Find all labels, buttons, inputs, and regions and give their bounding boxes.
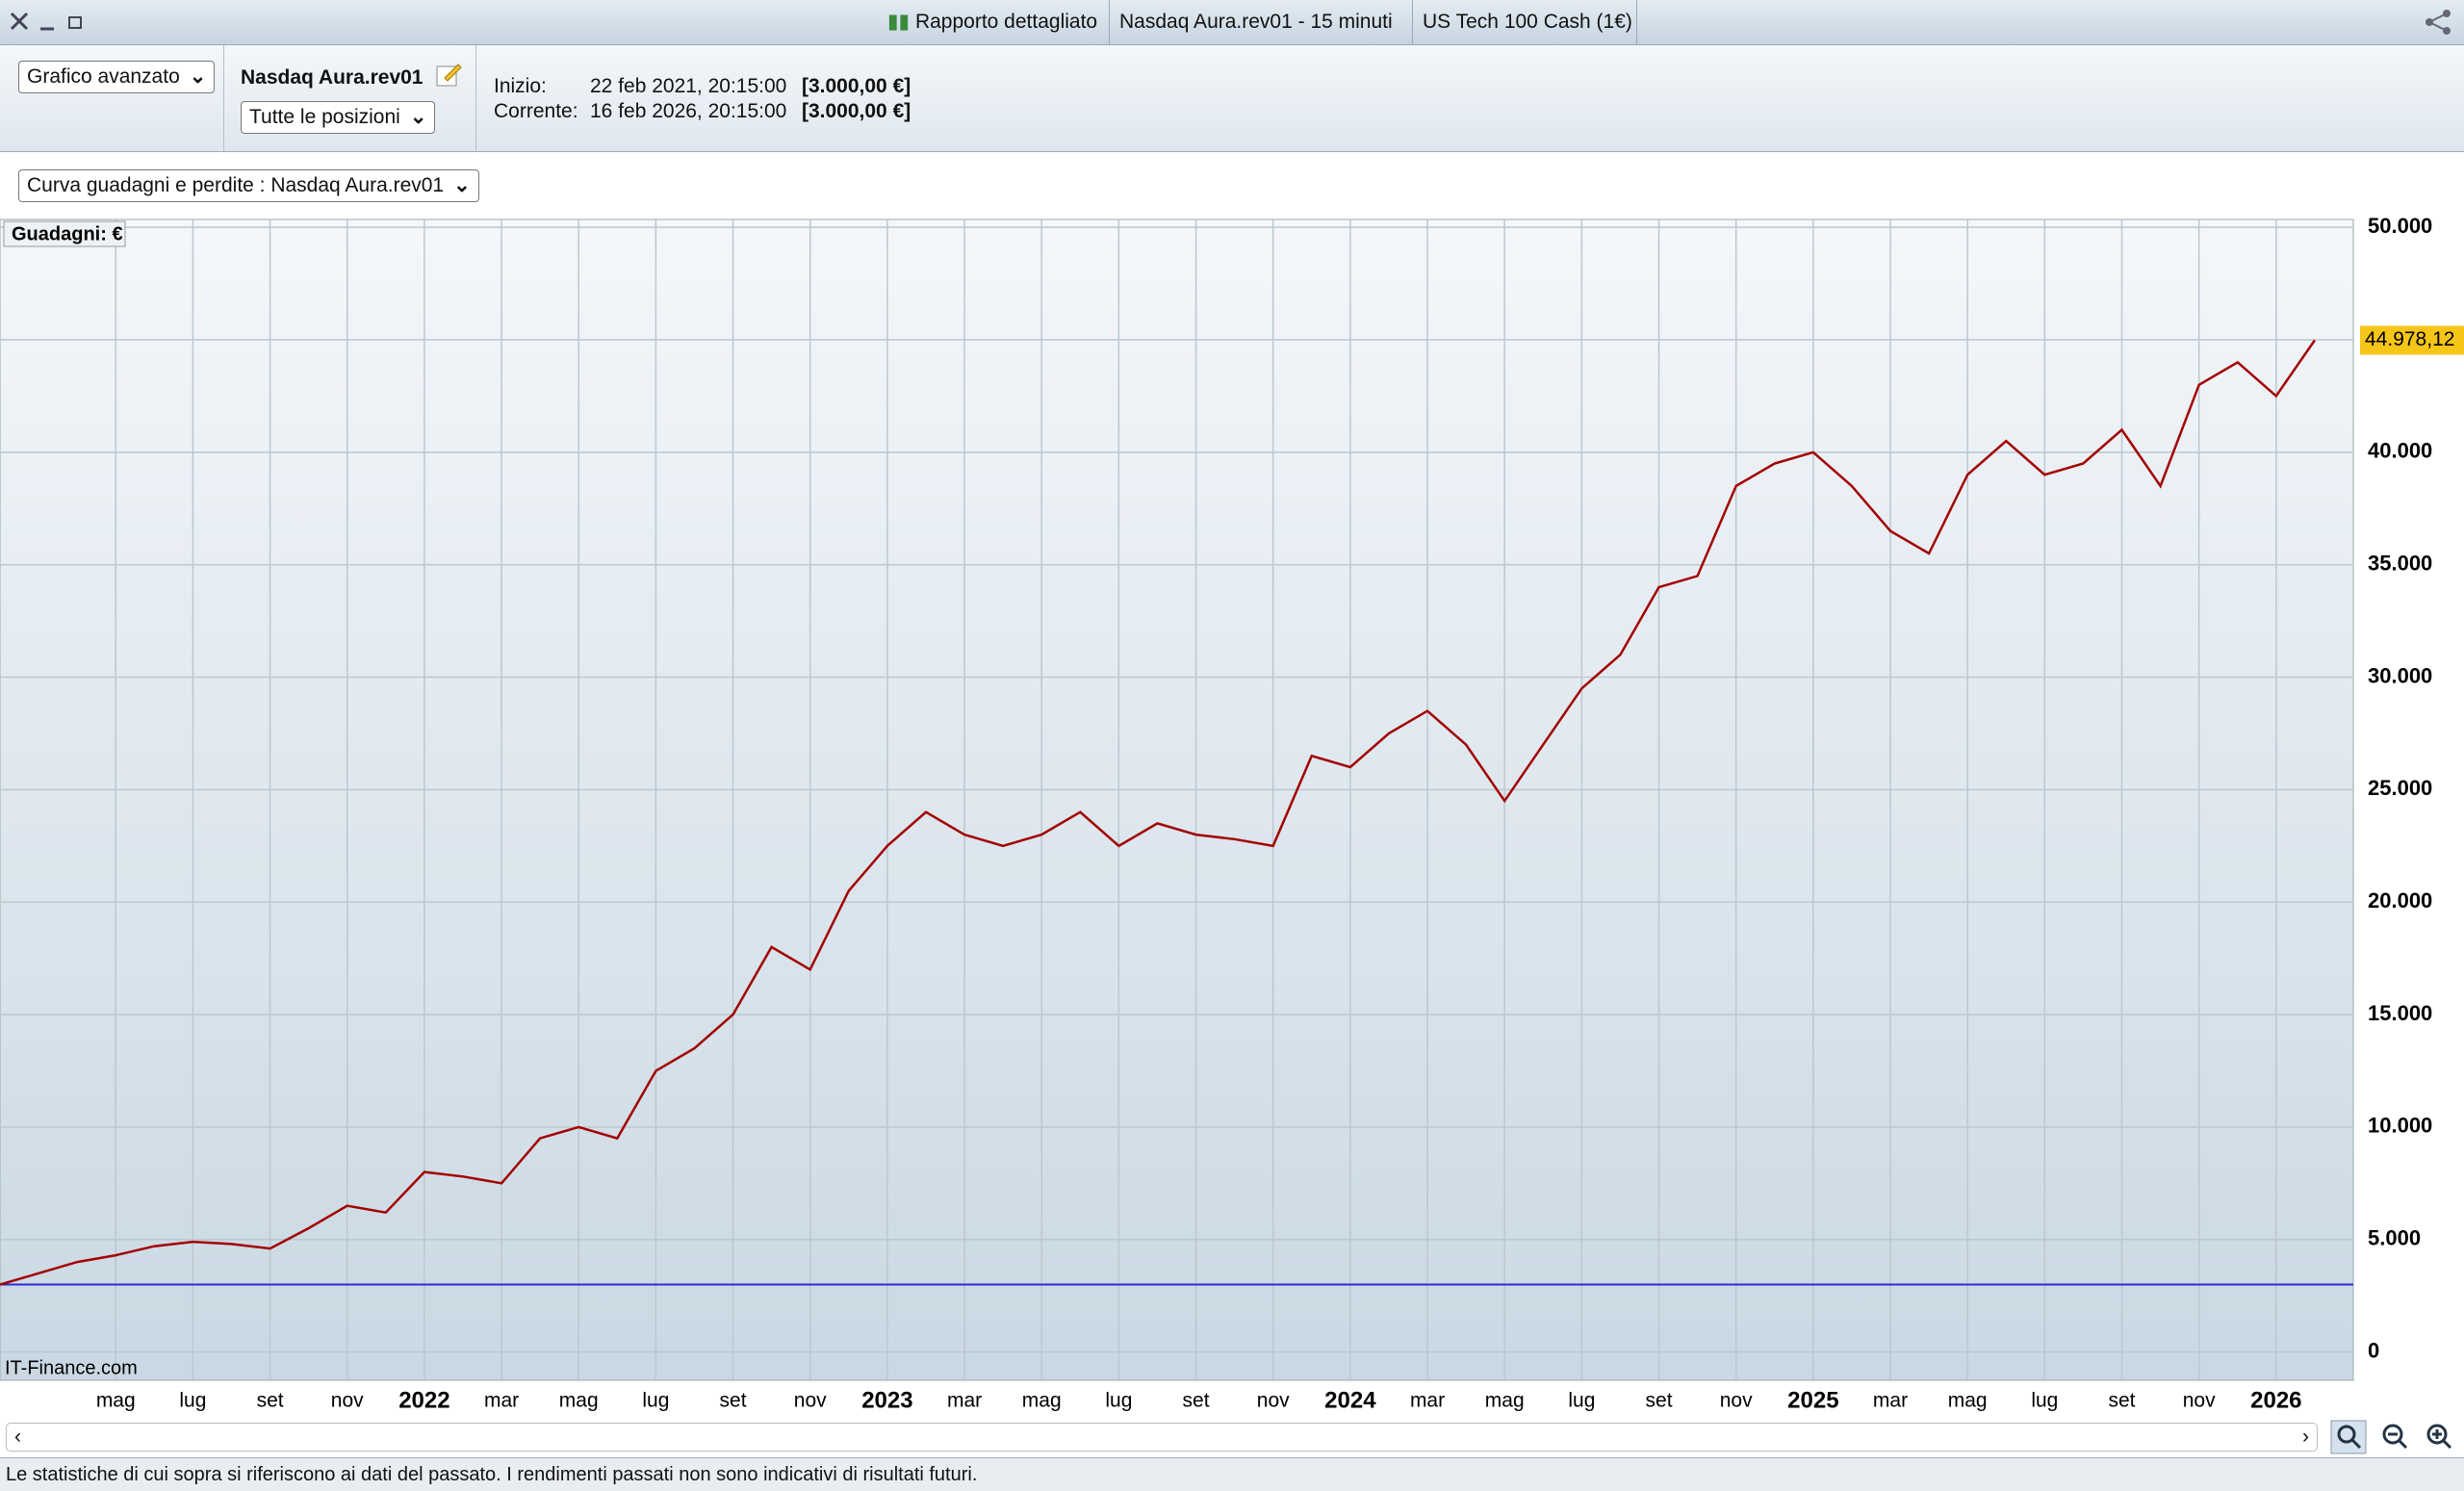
header: Grafico avanzato Nasdaq Aura.rev01 Tutte… xyxy=(0,45,2464,152)
tab[interactable]: US Tech 100 Cash (1€) xyxy=(1412,0,1642,44)
tab[interactable]: Nasdaq Aura.rev01 - 15 minuti xyxy=(1109,0,1402,44)
x-tick-label: lug xyxy=(2031,1390,2058,1412)
date: 22 feb 2021, 20:15:00 xyxy=(590,75,787,97)
x-tick-label: mag xyxy=(1485,1390,1525,1412)
y-tick-label: 35.000 xyxy=(2368,552,2432,576)
x-tick-label: set xyxy=(2109,1390,2136,1412)
x-tick-label: mag xyxy=(559,1390,599,1412)
curve-select[interactable]: Curva guadagni e perdite : Nasdaq Aura.r… xyxy=(18,169,479,202)
watermark: IT-Finance.com xyxy=(5,1357,138,1378)
tab[interactable]: ▮▮ Rapporto dettagliato xyxy=(887,11,1098,33)
y-tick-label: 25.000 xyxy=(2368,776,2432,800)
scrollbar[interactable]: ‹ › xyxy=(6,1423,2318,1452)
y-tick-label: 30.000 xyxy=(2368,663,2432,687)
chart: Guadagni: € IT-Finance.com 0 5.000 10.000 1… xyxy=(0,218,2464,1413)
positions-select[interactable]: Tutte le posizioni xyxy=(241,101,436,134)
x-tick-label: mag xyxy=(1022,1390,1062,1412)
x-tick-label: mar xyxy=(1873,1390,1908,1412)
x-tick-label: 2025 xyxy=(1787,1387,1838,1413)
y-label-box xyxy=(3,220,126,247)
equity-line xyxy=(0,339,2316,1286)
x-tick-label: mar xyxy=(484,1390,519,1412)
x-tick-label: 2022 xyxy=(398,1387,449,1413)
y-tick-label: 15.000 xyxy=(2368,1001,2432,1025)
disclaimer: Le statistiche di cui sopra si riferisco… xyxy=(0,1457,2464,1491)
y-tick-label: 0 xyxy=(2368,1338,2379,1362)
value: [3.000,00 €] xyxy=(802,100,911,122)
x-tick-label: 2024 xyxy=(1324,1387,1376,1413)
y-axis-label: Guadagni: € xyxy=(12,223,123,244)
x-tick-label: lug xyxy=(179,1390,206,1412)
last-value-box xyxy=(2360,325,2464,355)
x-tick-label: nov xyxy=(2183,1390,2216,1412)
strategy-name: Nasdaq Aura.rev01 xyxy=(241,66,424,89)
x-tick-label: nov xyxy=(1720,1390,1753,1412)
edit-icon[interactable] xyxy=(435,61,462,88)
date: 16 feb 2026, 20:15:00 xyxy=(590,100,787,122)
x-tick-label: nov xyxy=(331,1390,364,1412)
y-tick-label: 5.000 xyxy=(2368,1226,2421,1250)
x-tick-label: mag xyxy=(96,1390,136,1412)
title-bar: ▮▮ Rapporto dettagliato Nasdaq Aura.rev0… xyxy=(0,0,2464,45)
value: [3.000,00 €] xyxy=(802,75,911,97)
y-tick-label: 40.000 xyxy=(2368,439,2432,463)
last-value-label: 44.978,12 xyxy=(2365,328,2454,350)
share-icon[interactable] xyxy=(2424,8,2454,37)
y-tick-label: 10.000 xyxy=(2368,1114,2432,1138)
x-tick-label: mag xyxy=(1948,1390,1988,1412)
zoom-tools[interactable] xyxy=(2329,1419,2464,1455)
x-tick-label: set xyxy=(1183,1390,1210,1412)
x-tick-label: 2023 xyxy=(861,1387,912,1413)
label: Inizio: xyxy=(494,75,547,97)
x-tick-label: nov xyxy=(1257,1390,1290,1412)
x-tick-label: set xyxy=(257,1390,284,1412)
y-tick-label: 20.000 xyxy=(2368,888,2432,913)
x-tick-label: lug xyxy=(642,1390,669,1412)
x-tick-label: set xyxy=(1646,1390,1673,1412)
x-tick-label: lug xyxy=(1105,1390,1132,1412)
window-controls[interactable] xyxy=(10,10,87,35)
x-tick-label: mar xyxy=(1410,1390,1445,1412)
x-tick-label: nov xyxy=(794,1390,827,1412)
x-tick-label: 2026 xyxy=(2250,1387,2301,1413)
view-select[interactable]: Grafico avanzato xyxy=(18,61,216,93)
x-tick-label: set xyxy=(720,1390,747,1412)
plot-area xyxy=(0,219,2354,1381)
curve-bar: Curva guadagni e perdite : Nasdaq Aura.r… xyxy=(0,152,2464,218)
x-tick-label: mar xyxy=(947,1390,982,1412)
x-tick-label: lug xyxy=(1568,1390,1595,1412)
label: Corrente: xyxy=(494,100,578,122)
y-tick-label: 50.000 xyxy=(2368,218,2432,238)
